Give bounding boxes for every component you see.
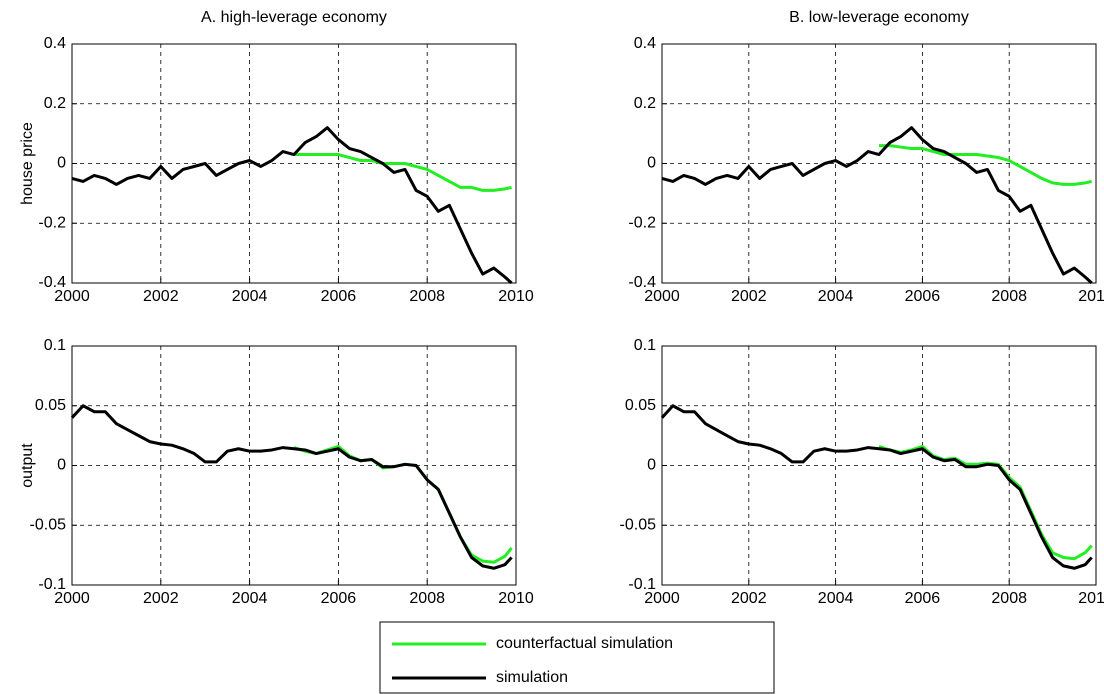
y-axis-label: house price — [19, 122, 36, 205]
x-tick-label: 2006 — [321, 288, 357, 305]
legend-label: simulation — [496, 669, 568, 686]
series-line — [70, 404, 513, 570]
axes-box — [661, 345, 1097, 586]
y-tick-label: 0.1 — [634, 337, 656, 354]
axes-box — [661, 43, 1097, 284]
x-tick-label: 2000 — [54, 288, 90, 305]
y-tick-label: 0 — [57, 155, 66, 172]
legend-box — [379, 621, 775, 694]
x-tick-label: 2002 — [731, 590, 767, 607]
x-tick-label: 2002 — [731, 288, 767, 305]
y-tick-label: 0.2 — [44, 95, 66, 112]
axes-box — [71, 345, 517, 586]
y-tick-label: -0.05 — [30, 516, 67, 533]
series-line — [879, 144, 1092, 186]
y-tick-label: -0.1 — [38, 576, 66, 593]
x-tick-label: 2002 — [143, 288, 179, 305]
axes-box — [71, 43, 517, 284]
x-tick-label: 2008 — [991, 288, 1027, 305]
x-tick-label: 2010 — [1078, 590, 1104, 607]
x-tick-label: 2008 — [409, 288, 445, 305]
x-tick-label: 2010 — [1078, 288, 1104, 305]
y-tick-label: -0.2 — [628, 214, 656, 231]
series-line — [71, 126, 513, 285]
x-tick-label: 2010 — [498, 288, 534, 305]
y-tick-label: -0.05 — [620, 516, 657, 533]
x-tick-label: 2000 — [54, 590, 90, 607]
y-tick-label: 0.05 — [35, 397, 66, 414]
y-tick-label: -0.1 — [628, 576, 656, 593]
series-line — [661, 126, 1093, 285]
x-tick-label: 2008 — [991, 590, 1027, 607]
y-tick-label: -0.2 — [38, 214, 66, 231]
chart-title: B. low-leverage economy — [789, 9, 969, 26]
y-tick-label: -0.4 — [38, 274, 66, 291]
legend-label: counterfactual simulation — [496, 635, 673, 652]
x-tick-label: 2004 — [232, 590, 268, 607]
x-tick-label: 2006 — [905, 590, 941, 607]
y-tick-label: 0 — [647, 155, 656, 172]
y-tick-label: 0 — [57, 457, 66, 474]
x-tick-label: 2004 — [818, 590, 854, 607]
y-tick-label: 0.05 — [625, 397, 656, 414]
x-tick-label: 2002 — [143, 590, 179, 607]
y-tick-label: 0.4 — [44, 35, 66, 52]
x-tick-label: 2006 — [321, 590, 357, 607]
series-line — [660, 404, 1093, 570]
chart-title: A. high-leverage economy — [201, 9, 387, 26]
x-tick-label: 2004 — [818, 288, 854, 305]
x-tick-label: 2006 — [905, 288, 941, 305]
x-tick-label: 2008 — [409, 590, 445, 607]
y-tick-label: -0.4 — [628, 274, 656, 291]
legend: counterfactual simulation simulation — [379, 621, 775, 694]
x-tick-label: 2000 — [644, 590, 680, 607]
y-axis-label: output — [19, 443, 36, 488]
y-tick-label: 0.2 — [634, 95, 656, 112]
y-tick-label: 0.1 — [44, 337, 66, 354]
y-tick-label: 0 — [647, 457, 656, 474]
x-tick-label: 2010 — [498, 590, 534, 607]
y-tick-label: 0.4 — [634, 35, 656, 52]
x-tick-label: 2000 — [644, 288, 680, 305]
x-tick-label: 2004 — [232, 288, 268, 305]
series-line — [294, 153, 512, 192]
